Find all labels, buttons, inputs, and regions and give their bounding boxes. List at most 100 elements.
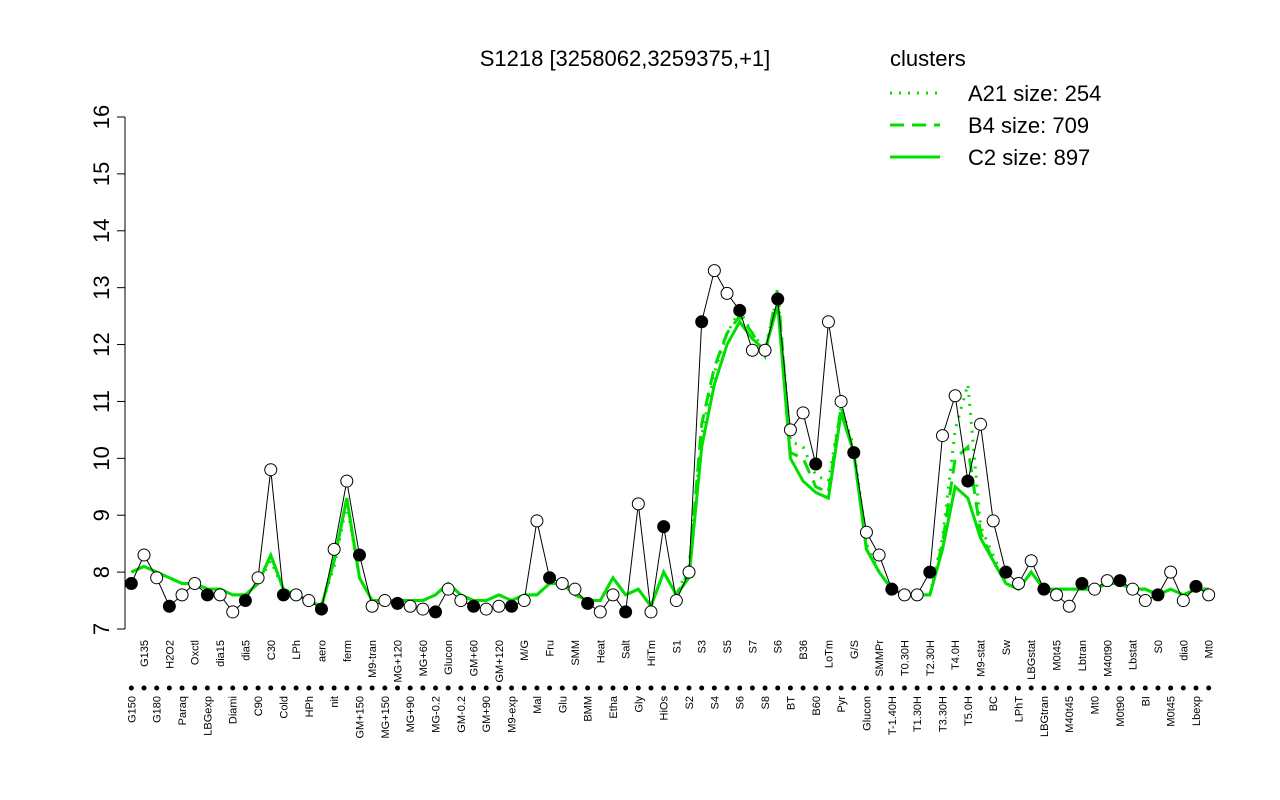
x-tick-label: ferm [342, 640, 354, 662]
x-tick-label: C90 [253, 696, 265, 716]
category-dot [800, 685, 806, 691]
point [606, 588, 620, 602]
x-tick-label: Gly [633, 696, 645, 713]
x-tick-label: Salt [621, 640, 633, 659]
x-tick-label: T3.30H [938, 696, 950, 732]
category-dot [204, 685, 210, 691]
x-tick-label: Glucon [861, 696, 873, 731]
x-tick-label: S1 [671, 640, 683, 653]
category-dot [1117, 685, 1123, 691]
point [809, 457, 823, 471]
point [631, 497, 645, 511]
x-tick-label: Pyr [836, 696, 848, 713]
point [1113, 574, 1127, 588]
category-dot [382, 685, 388, 691]
point [1075, 576, 1089, 590]
x-tick-label: S0 [1153, 640, 1165, 653]
category-dot [1104, 685, 1110, 691]
category-dot [737, 685, 743, 691]
point [581, 596, 595, 610]
y-tick-label: 13 [89, 275, 114, 299]
category-dot [1041, 685, 1047, 691]
x-tick-label: Glu [557, 696, 569, 713]
cluster-line [130, 293, 1209, 610]
category-dot [496, 685, 502, 691]
chart-title: S1218 [3258062,3259375,+1] [480, 46, 771, 71]
point [1088, 582, 1102, 596]
x-tick-label: T-1.40H [887, 696, 899, 735]
category-dot [597, 685, 603, 691]
point [124, 576, 138, 590]
category-dot [813, 685, 819, 691]
legend-label: B4 size: 709 [968, 113, 1089, 138]
category-dot [395, 685, 400, 691]
point [974, 417, 988, 431]
point [1151, 588, 1165, 602]
point [340, 474, 354, 488]
point [1176, 594, 1190, 608]
y-tick-label: 8 [89, 566, 114, 578]
x-tick-label: Fru [545, 640, 557, 657]
category-dot [293, 685, 299, 691]
category-dot [559, 685, 565, 691]
category-dot [940, 685, 945, 691]
point [910, 588, 924, 602]
x-tick-label: LPhT [1014, 696, 1026, 723]
x-tick-label: Oxctl [190, 640, 202, 665]
x-tick-label: Lbstat [1128, 640, 1140, 670]
point [796, 406, 810, 420]
point [251, 571, 265, 585]
point [847, 446, 861, 460]
category-dot [1180, 685, 1186, 691]
x-tick-label: Heat [595, 640, 607, 663]
x-tick-label: BI [1140, 696, 1152, 706]
x-tick-label: MG+60 [418, 640, 430, 676]
category-dot [420, 685, 426, 691]
x-tick-label: T4.0H [950, 640, 962, 670]
point [1050, 588, 1064, 602]
point [213, 588, 227, 602]
point [137, 548, 151, 562]
category-dot [179, 685, 185, 691]
category-dot [471, 685, 477, 691]
point [1100, 574, 1114, 588]
x-tick-label: LBGtran [1039, 696, 1051, 737]
gene-line [130, 269, 1209, 614]
category-dot [1003, 685, 1009, 691]
category-dot [1130, 685, 1136, 691]
point [162, 599, 176, 613]
category-dot [661, 685, 667, 691]
plot-area [125, 117, 1215, 629]
x-tick-label: M9-tran [367, 640, 379, 678]
point [365, 599, 379, 613]
x-tick-label: MG+150 [380, 696, 392, 739]
x-tick-label: GM+60 [469, 640, 481, 676]
x-tick-label: MG+120 [393, 640, 405, 683]
category-dot [1028, 685, 1034, 691]
category-dot [280, 685, 286, 691]
category-dot [458, 685, 464, 691]
point [657, 520, 671, 534]
category-dot [318, 685, 324, 691]
category-dot [1193, 685, 1199, 691]
point [695, 315, 709, 329]
legend-label: C2 size: 897 [968, 145, 1090, 170]
point [276, 588, 290, 602]
point [403, 599, 417, 613]
point [226, 605, 240, 619]
point [821, 315, 835, 329]
y-tick-label: 10 [89, 446, 114, 470]
x-tick-label: S6 [773, 640, 785, 653]
x-tick-label: HiOs [659, 696, 671, 721]
x-tick-label: T1.30H [912, 696, 924, 732]
x-tick-label: M/G [519, 640, 531, 661]
category-dot [990, 685, 996, 691]
point [416, 602, 430, 616]
point [441, 582, 455, 596]
point [555, 576, 569, 590]
category-dot [1142, 685, 1148, 691]
category-dot [978, 685, 984, 691]
point [479, 602, 493, 616]
point [834, 394, 848, 408]
category-dot [166, 685, 172, 691]
